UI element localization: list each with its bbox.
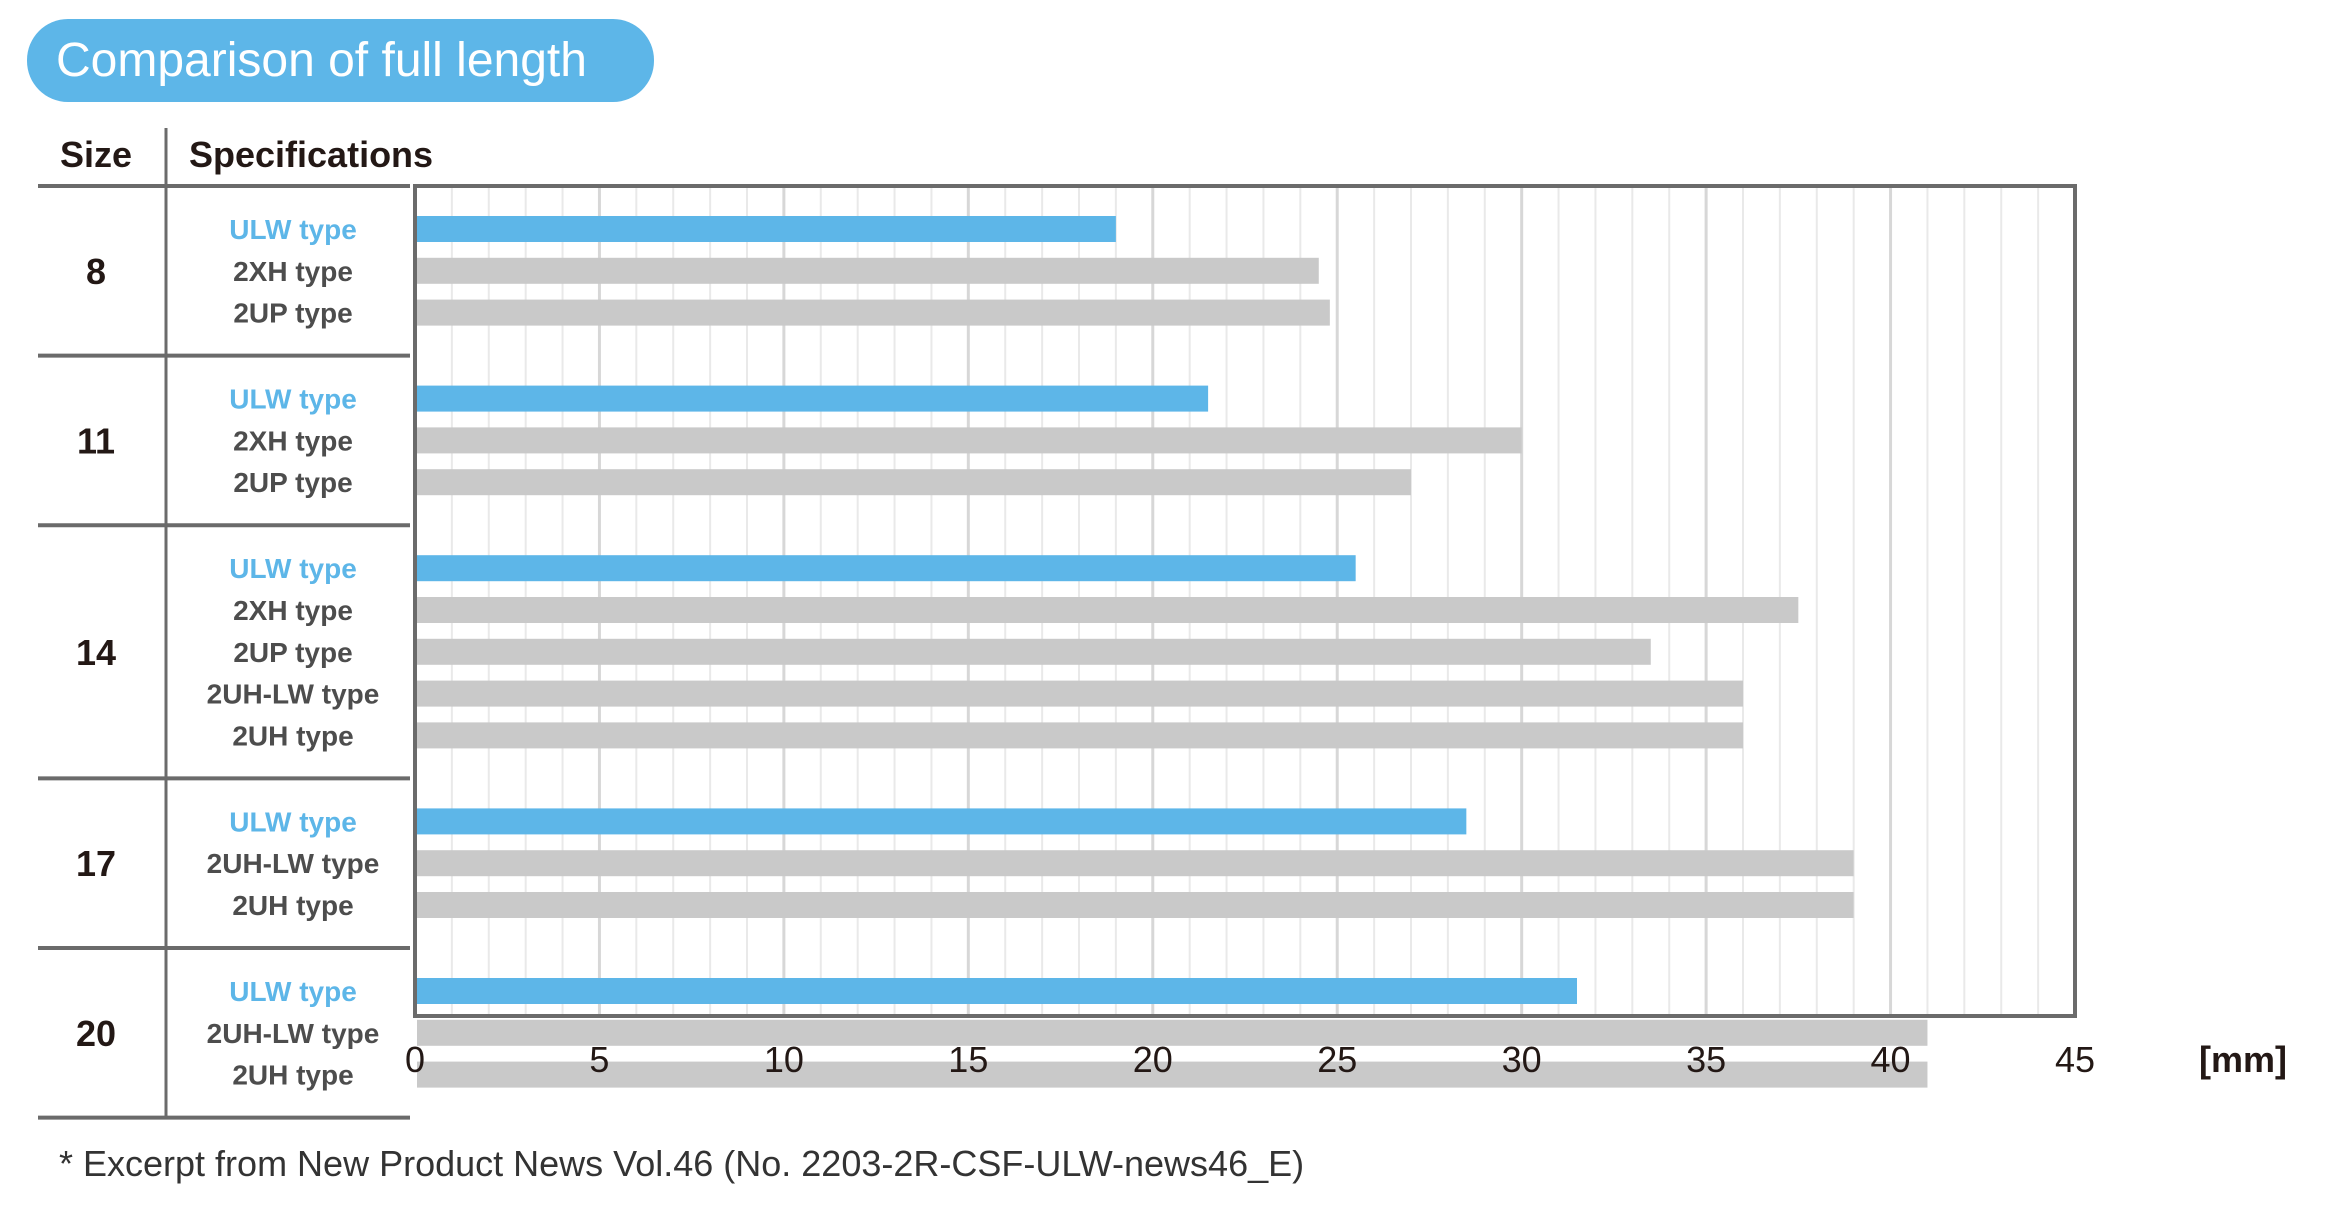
spec-label: 2UH-LW type bbox=[207, 1018, 380, 1049]
size-label: 17 bbox=[76, 843, 116, 884]
bar bbox=[417, 978, 1577, 1004]
x-tick-label: 0 bbox=[405, 1039, 425, 1080]
size-label: 20 bbox=[76, 1013, 116, 1054]
bar bbox=[417, 427, 1522, 454]
bars bbox=[417, 216, 1928, 1088]
spec-label: 2UP type bbox=[233, 467, 352, 498]
bar bbox=[417, 385, 1209, 412]
spec-label: 2UH-LW type bbox=[207, 679, 380, 710]
bar bbox=[417, 216, 1116, 242]
spec-label: 2UH-LW type bbox=[207, 848, 380, 879]
spec-label: 2XH type bbox=[233, 425, 353, 456]
chart-title: Comparison of full length bbox=[56, 34, 587, 87]
spec-label: 2UP type bbox=[233, 637, 352, 668]
title-pill bbox=[27, 19, 654, 102]
label-table: ULW type 2XH type 2UP type 8 ULW type 2XH typ… bbox=[38, 128, 410, 1120]
bar bbox=[417, 1061, 1928, 1088]
spec-label: 2XH type bbox=[233, 595, 353, 626]
bar bbox=[417, 299, 1330, 326]
plot-frame bbox=[413, 184, 2077, 1018]
title-badge: Comparison of full length bbox=[27, 19, 654, 102]
x-tick-label: 45 bbox=[2055, 1039, 2095, 1080]
bar bbox=[417, 597, 1799, 623]
spec-label: 2XH type bbox=[233, 256, 353, 287]
x-tick-label: 35 bbox=[1686, 1039, 1726, 1080]
spec-label: 2UH type bbox=[232, 1060, 353, 1091]
x-tick-label: 15 bbox=[948, 1039, 988, 1080]
bar bbox=[417, 638, 1651, 665]
spec-label: ULW type bbox=[229, 384, 357, 415]
bar bbox=[417, 257, 1319, 284]
bar bbox=[417, 1019, 1928, 1046]
footnote: * Excerpt from New Product News Vol.46 (… bbox=[59, 1143, 1304, 1184]
bar bbox=[417, 722, 1743, 749]
bar bbox=[417, 808, 1467, 835]
spec-label: ULW type bbox=[229, 214, 357, 245]
spec-label: ULW type bbox=[229, 976, 357, 1007]
spec-label: 2UP type bbox=[233, 298, 352, 329]
size-label: 14 bbox=[76, 632, 116, 673]
x-axis: 0 5 10 15 20 25 30 35 40 45 [mm] bbox=[405, 184, 2287, 1080]
x-tick-label: 5 bbox=[589, 1039, 609, 1080]
bar bbox=[417, 892, 1854, 918]
x-tick-label: 25 bbox=[1317, 1039, 1357, 1080]
bar bbox=[417, 680, 1743, 707]
x-tick-label: 20 bbox=[1133, 1039, 1173, 1080]
x-axis-unit: [mm] bbox=[2199, 1039, 2287, 1080]
bar bbox=[417, 555, 1356, 582]
spec-label: ULW type bbox=[229, 553, 357, 584]
x-tick-label: 10 bbox=[764, 1039, 804, 1080]
size-label: 8 bbox=[86, 251, 106, 292]
bar bbox=[417, 469, 1411, 496]
bar bbox=[417, 850, 1854, 877]
spec-label: ULW type bbox=[229, 806, 357, 837]
x-tick-label: 40 bbox=[1871, 1039, 1911, 1080]
size-column-header: Size bbox=[60, 134, 132, 175]
size-label: 11 bbox=[77, 420, 115, 461]
spec-label: 2UH type bbox=[232, 890, 353, 921]
spec-label: 2UH type bbox=[232, 720, 353, 751]
x-tick-label: 30 bbox=[1502, 1039, 1542, 1080]
specifications-column-header: Specifications bbox=[189, 134, 433, 175]
